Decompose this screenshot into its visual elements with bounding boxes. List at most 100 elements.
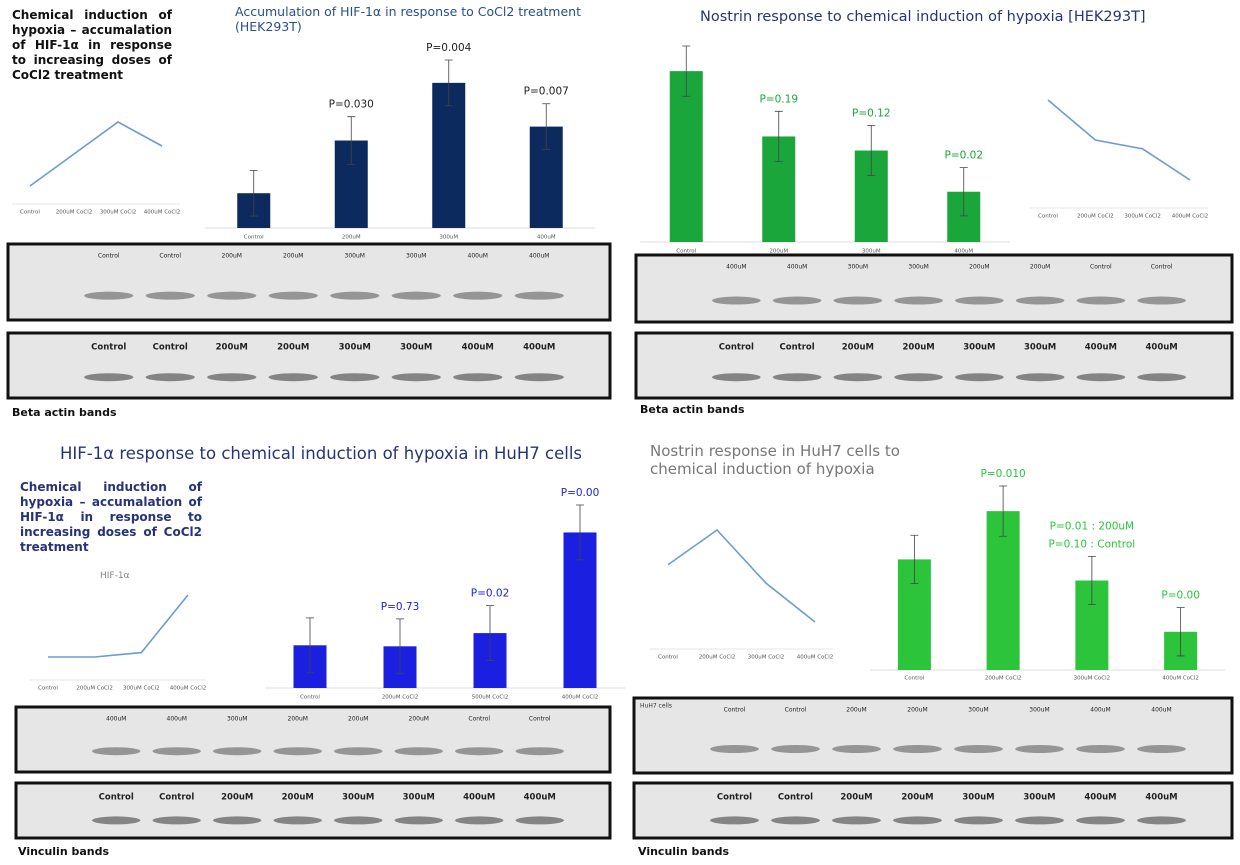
lane-label: Control [1151,264,1173,271]
chart-title: Accumulation of HIF-1α in response to Co… [235,4,581,34]
band [1076,373,1126,382]
x-tick-label: 400uM [954,249,973,255]
lane-label: 300uM [345,253,365,260]
x-tick-label: 400uM CoCl2 [144,210,181,216]
band [145,373,195,382]
x-tick-label: 400uM CoCl2 [170,686,207,692]
line [29,121,163,187]
p-value: P=0.00 [561,487,600,499]
blot [6,242,612,322]
blot [634,253,1234,324]
x-tick-label: 400uM CoCl2 [797,655,834,661]
x-tick-label: 200uM [342,235,361,241]
band [832,745,881,753]
p-value: P=0.007 [524,86,569,98]
lane-label: 200uM [277,343,309,353]
band [273,816,322,825]
lane-label: Control [717,793,752,803]
x-tick-label: 300uM CoCl2 [1074,676,1111,682]
lane-label: Control [724,707,746,714]
lane-label: 200uM [216,343,248,353]
lane-label: 400uM [1085,343,1117,353]
lane-label: 400uM [726,264,746,271]
band [954,816,1003,825]
band [268,373,318,382]
x-tick-label: Control [676,249,696,255]
band [213,816,262,825]
error-bar [306,617,314,674]
band [453,291,503,300]
lane-label: 400uM [523,343,555,353]
band [207,373,257,382]
lane-label: 400uM [468,253,488,260]
chart-title: Chemical induction of hypoxia – accumala… [12,8,172,82]
band [1015,745,1064,753]
lane-label: 300uM [339,343,371,353]
p-value: P=0.02 [471,588,510,600]
band [92,747,141,756]
band [1137,816,1186,825]
lane-label: 200uM [288,716,308,723]
band [1076,296,1126,305]
band [893,816,942,825]
lane-label: 400uM [1145,343,1177,353]
p-value: P=0.10 : Control [1049,538,1136,550]
band [1015,816,1064,825]
caption: Vinculin bands [18,845,109,858]
lane-label: 400uM [1151,707,1171,714]
band [771,816,820,825]
caption: Vinculin bands [638,845,729,858]
band [894,296,943,305]
x-tick-label: Control [38,686,58,692]
lane-label: 300uM [962,793,994,803]
x-tick-label: Control [904,676,924,682]
lane-label: 200uM [846,707,866,714]
error-bar [682,45,691,97]
lane-label: 200uM [283,253,303,260]
lane-label: 200uM [901,793,933,803]
blot-label: HuH7 cells [640,703,672,710]
band [1015,373,1065,382]
blot [634,331,1234,400]
error-bar [347,116,356,165]
caption: Beta actin bands [640,403,745,416]
x-tick-label: 400uM CoCl2 [1162,676,1199,682]
band [152,747,201,756]
error-bar [1176,607,1185,657]
band [515,816,564,825]
error-bar [867,125,876,177]
band [273,747,322,756]
lane-label: 400uM [462,343,494,353]
chart-title: HIF-1α response to chemical induction of… [60,444,583,463]
lane-label: 300uM [1023,793,1055,803]
band [710,816,759,825]
bar [432,82,466,228]
blot [14,781,612,840]
lane-label: 200uM [902,343,934,353]
lane-label: 200uM [221,793,253,803]
lane-label: Control [529,716,551,723]
lane-label: 300uM [968,707,988,714]
error-bar [999,485,1008,537]
error-bar [486,605,494,661]
band [453,373,503,382]
note: Chemical induction of hypoxia – accumala… [20,480,202,554]
caption: Beta actin bands [12,406,117,419]
x-tick-label: 300uM CoCl2 [1124,214,1161,220]
band [330,373,380,382]
chart-title: HIF-1α [100,571,130,581]
band [1137,373,1186,382]
lane-label: Control [719,343,754,353]
error-bar [396,618,404,675]
lane-label: Control [778,793,813,803]
p-value: P=0.02 [944,150,983,162]
lane-label: Control [468,716,490,723]
band [455,816,504,825]
band [1015,296,1065,305]
lane-label: 400uM [1084,793,1116,803]
lane-label: 200uM [840,793,872,803]
lane-label: Control [98,253,120,260]
band [84,373,134,382]
p-value: P=0.004 [426,42,472,54]
band [833,296,883,305]
